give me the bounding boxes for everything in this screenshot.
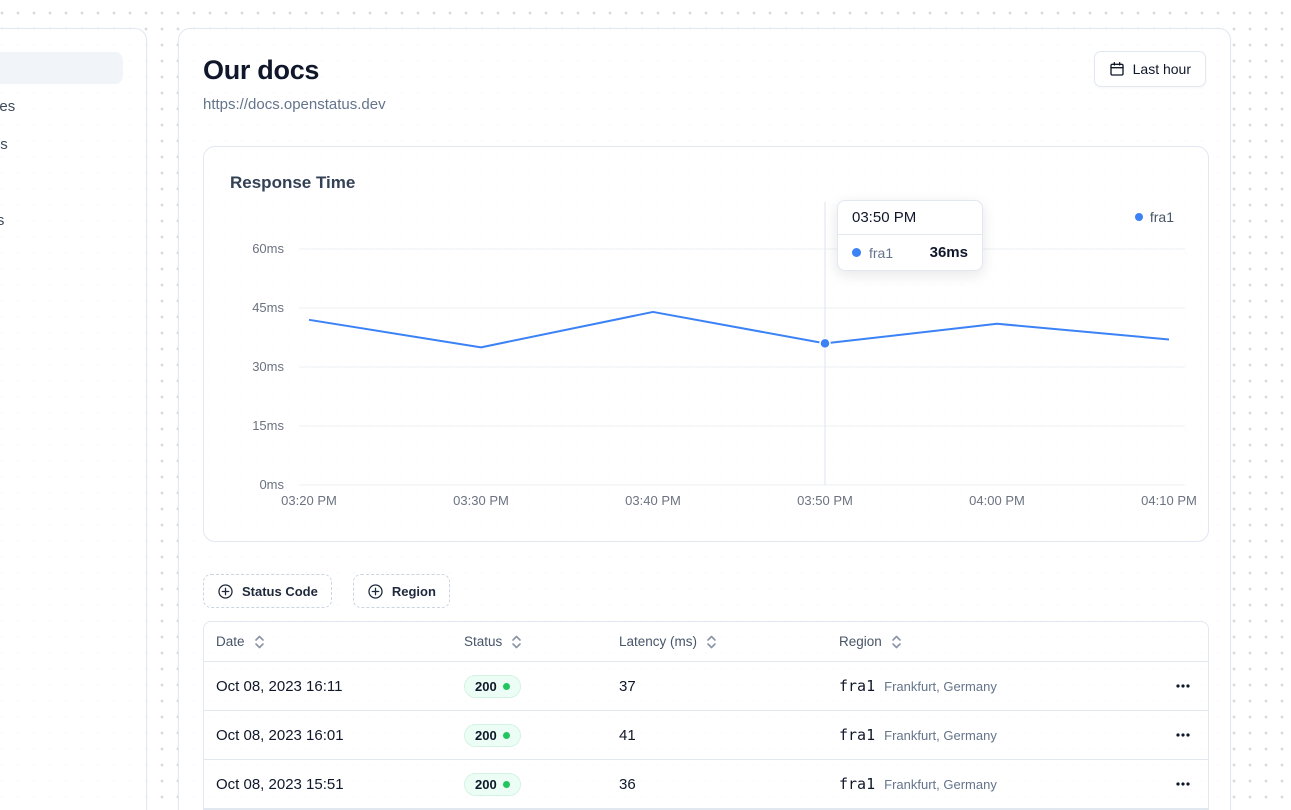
tooltip-time: 03:50 PM — [838, 201, 982, 235]
sidebar-item-notifications[interactable]: Notifications — [0, 128, 134, 160]
region-name: Frankfurt, Germany — [884, 679, 997, 694]
page-title: Our docs — [203, 55, 320, 85]
results-table: Date Status Latency (ms) Region Oct 08, 202… — [203, 621, 1209, 810]
cell-status: 200 — [452, 772, 607, 796]
time-range-button[interactable]: Last hour — [1093, 51, 1206, 87]
status-dot-icon — [502, 731, 510, 739]
table-row: Oct 08, 2023 15:51 200 36 fra1 Frankfurt… — [204, 760, 1208, 809]
sidebar-item-status-pages[interactable]: Status Pages — [0, 90, 134, 122]
tooltip-value: 36ms — [929, 244, 968, 261]
tooltip-series-label: fra1 — [869, 244, 894, 261]
region-code: fra1 — [839, 726, 876, 744]
sidebar-item-label: Notifications — [0, 135, 8, 153]
table-header-row: Date Status Latency (ms) Region — [204, 622, 1208, 662]
ellipsis-icon — [1176, 782, 1190, 786]
line-chart-svg — [299, 202, 1185, 486]
response-time-chart-card: Response Time fra1 0ms 15ms 30ms 45ms 60ms 03… — [203, 146, 1209, 542]
legend-dot-icon — [1134, 213, 1143, 221]
monitor-detail-card: Our docs https://docs.openstatus.dev Las… — [178, 28, 1231, 810]
highlighted-data-point — [819, 337, 831, 350]
tooltip-series-dot-icon — [852, 248, 861, 257]
sidebar-item-monitors[interactable]: Monitors — [0, 52, 123, 84]
cell-date: Oct 08, 2023 15:51 — [216, 775, 344, 793]
sidebar-item-incidents[interactable]: Incidents — [0, 166, 134, 198]
sidebar: Monitors Status Pages Notifications Inciden… — [0, 28, 147, 810]
plus-circle-icon — [367, 583, 384, 600]
sidebar-item-integrations[interactable]: Integrations — [0, 204, 134, 236]
sort-icon — [891, 635, 901, 648]
chart-plot-area[interactable]: 0ms 15ms 30ms 45ms 60ms 03:20 PM 03:30 PM 03:40… — [204, 147, 1210, 543]
plus-circle-icon — [217, 583, 234, 600]
cell-latency: 36 — [619, 775, 636, 793]
time-range-label: Last hour — [1132, 61, 1191, 77]
monitor-url: https://docs.openstatus.dev — [203, 96, 386, 113]
x-axis-tick: 03:30 PM — [453, 493, 509, 508]
sidebar-item-label: Integrations — [0, 211, 5, 229]
row-menu-button[interactable] — [1160, 677, 1208, 695]
y-axis-tick: 30ms — [252, 359, 284, 374]
sort-icon — [254, 635, 264, 648]
x-axis-tick: 03:20 PM — [281, 493, 337, 508]
sort-icon — [512, 635, 522, 648]
cell-status: 200 — [452, 723, 607, 747]
table-row: Oct 08, 2023 16:11 200 37 fra1 Frankfurt… — [204, 662, 1208, 711]
cell-region: fra1 Frankfurt, Germany — [827, 775, 1160, 793]
y-axis-tick: 60ms — [252, 241, 284, 256]
cell-date: Oct 08, 2023 16:11 — [216, 677, 343, 695]
column-header-label: Status — [464, 634, 503, 649]
status-code: 200 — [475, 727, 497, 743]
cell-date: Oct 08, 2023 16:01 — [216, 726, 344, 744]
x-axis-tick: 04:00 PM — [969, 493, 1025, 508]
page-header: Our docs https://docs.openstatus.dev Las… — [203, 51, 1206, 137]
ellipsis-icon — [1176, 684, 1190, 688]
y-axis-tick: 15ms — [252, 418, 284, 433]
column-header-label: Region — [839, 634, 882, 649]
status-code: 200 — [475, 776, 497, 792]
y-axis-tick: 45ms — [252, 300, 284, 315]
status-badge: 200 — [464, 772, 521, 796]
sidebar-item-label: Status Pages — [0, 97, 16, 115]
region-code: fra1 — [839, 677, 876, 695]
x-axis-tick: 04:10 PM — [1141, 493, 1197, 508]
row-menu-button[interactable] — [1160, 726, 1208, 744]
chart-title: Response Time — [230, 173, 356, 192]
status-code: 200 — [475, 678, 497, 694]
column-header-label: Date — [216, 634, 245, 649]
column-header-region[interactable]: Region — [827, 634, 1160, 650]
x-axis-tick: 03:40 PM — [625, 493, 681, 508]
status-badge: 200 — [464, 723, 521, 747]
cell-status: 200 — [452, 674, 607, 698]
status-badge: 200 — [464, 674, 521, 698]
status-dot-icon — [502, 780, 510, 788]
region-name: Frankfurt, Germany — [884, 777, 997, 792]
column-header-label: Latency (ms) — [619, 634, 698, 649]
row-menu-button[interactable] — [1160, 775, 1208, 793]
calendar-icon — [1109, 61, 1125, 77]
y-axis-tick: 0ms — [259, 477, 284, 492]
table-row: Oct 08, 2023 16:01 200 41 fra1 Frankfurt… — [204, 711, 1208, 760]
filter-button-region[interactable]: Region — [352, 574, 450, 608]
region-code: fra1 — [839, 775, 876, 793]
cell-latency: 41 — [619, 726, 636, 744]
column-header-status[interactable]: Status — [452, 634, 607, 650]
cell-latency: 37 — [619, 677, 636, 695]
chart-tooltip: 03:50 PM fra1 36ms — [837, 200, 983, 271]
filter-button-label: Region — [391, 583, 436, 599]
chart-legend-item[interactable]: fra1 — [1134, 209, 1174, 225]
cell-region: fra1 Frankfurt, Germany — [827, 677, 1160, 695]
column-header-date[interactable]: Date — [204, 634, 452, 650]
ellipsis-icon — [1176, 733, 1190, 737]
table-body: Oct 08, 2023 16:11 200 37 fra1 Frankfurt… — [204, 662, 1208, 809]
status-dot-icon — [502, 682, 510, 690]
column-header-latency-ms[interactable]: Latency (ms) — [607, 634, 827, 650]
sort-icon — [707, 635, 716, 648]
filter-button-label: Status Code — [242, 583, 318, 599]
legend-label: fra1 — [1149, 209, 1174, 225]
region-name: Frankfurt, Germany — [884, 728, 997, 743]
x-axis-tick: 03:50 PM — [797, 493, 853, 508]
cell-region: fra1 Frankfurt, Germany — [827, 726, 1160, 744]
filter-button-status-code[interactable]: Status Code — [203, 574, 332, 608]
table-filters: Status Code Region — [203, 574, 450, 608]
